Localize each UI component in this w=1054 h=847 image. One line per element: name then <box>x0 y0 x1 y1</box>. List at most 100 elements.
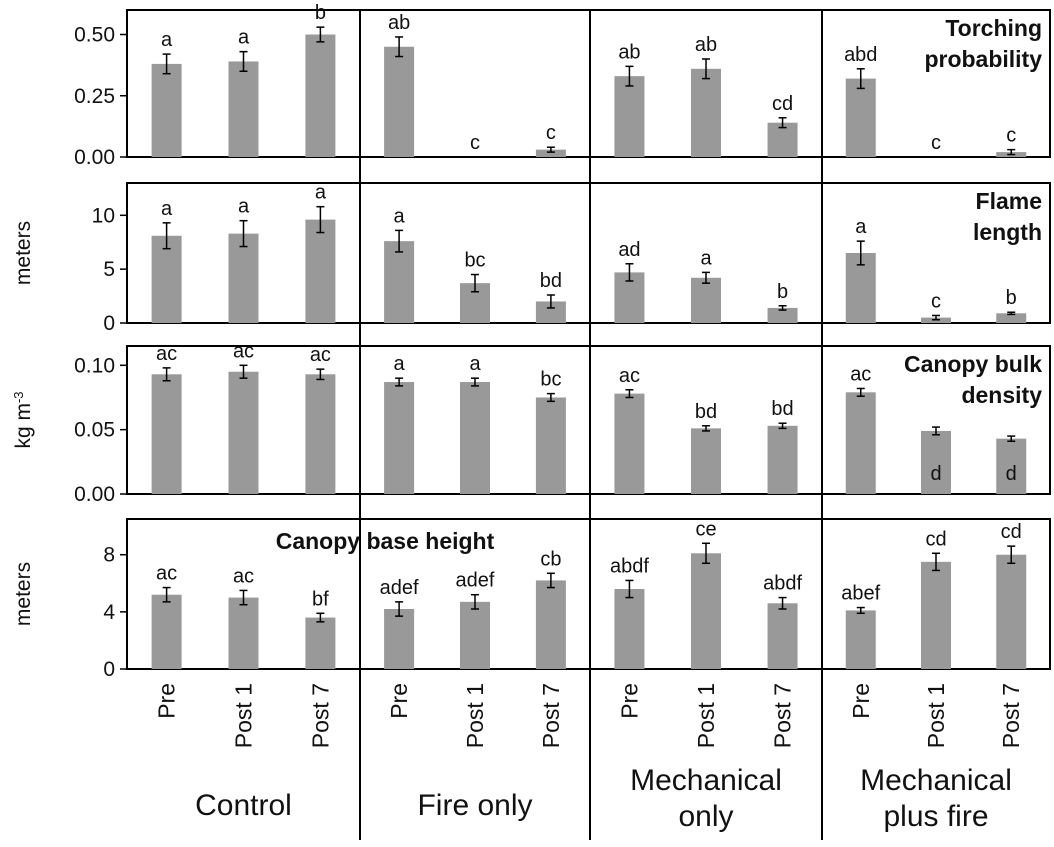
significance-label: c <box>546 122 556 144</box>
panel-frame <box>126 9 1051 158</box>
significance-label: c <box>1006 125 1016 147</box>
category-label: Post 1 <box>231 683 257 748</box>
y-axis-label: kg m-3 <box>11 391 36 448</box>
significance-label: ab <box>695 34 717 56</box>
bar <box>384 46 415 157</box>
group-label: Control <box>195 789 292 822</box>
significance-label: abdf <box>763 573 802 595</box>
significance-label: b <box>315 2 326 24</box>
bar <box>845 392 876 494</box>
bar <box>228 597 259 669</box>
significance-label: cd <box>1001 521 1022 543</box>
bar <box>614 76 645 157</box>
significance-label: ab <box>388 12 410 34</box>
y-tick-label: 10 <box>92 204 115 227</box>
category-label: Post 1 <box>923 683 949 748</box>
significance-label: bd <box>695 401 717 423</box>
panel-title: density <box>961 382 1042 408</box>
significance-label: ac <box>233 340 254 362</box>
bar <box>228 371 259 494</box>
significance-label: ac <box>233 565 254 587</box>
y-tick-label: 5 <box>103 258 115 281</box>
y-axis-label-sup: -3 <box>11 391 26 403</box>
significance-label: b <box>777 281 788 303</box>
significance-label: a <box>394 205 406 227</box>
significance-label: abef <box>841 583 880 605</box>
category-label: Post 7 <box>538 683 564 748</box>
bar <box>460 601 490 669</box>
bar <box>996 438 1027 494</box>
y-tick-label: 8 <box>103 544 115 567</box>
significance-label: adef <box>456 570 495 592</box>
bar <box>228 61 259 158</box>
y-tick-label: 0.50 <box>74 24 115 47</box>
bar <box>614 393 645 494</box>
significance-label: ac <box>156 563 177 585</box>
category-label: Pre <box>616 683 642 719</box>
panel-frame <box>126 345 1051 495</box>
significance-label: d <box>1006 463 1017 485</box>
bar <box>535 149 566 157</box>
significance-label: ad <box>618 239 640 261</box>
category-label: Post 7 <box>770 683 796 748</box>
significance-label: bf <box>312 588 329 610</box>
significance-label: ce <box>695 518 716 540</box>
significance-label: d <box>930 463 941 485</box>
bar <box>151 594 182 669</box>
bar <box>691 553 721 669</box>
group-label: only <box>678 800 733 833</box>
significance-label: ac <box>310 344 331 366</box>
bar <box>460 382 490 494</box>
y-tick-label: 0.25 <box>74 85 115 108</box>
bar <box>767 307 798 323</box>
group-label: Fire only <box>417 789 532 822</box>
significance-label: bc <box>464 250 485 272</box>
bar <box>305 34 336 157</box>
significance-label: ac <box>850 363 871 385</box>
bar <box>384 382 415 494</box>
y-tick-label: 0.00 <box>74 483 115 506</box>
bar <box>614 589 645 669</box>
bar <box>228 233 259 323</box>
panel-title: Canopy bulk <box>904 351 1042 377</box>
bar <box>767 603 798 669</box>
bar <box>996 313 1027 323</box>
panel-title: length <box>973 219 1042 245</box>
bar <box>384 241 415 323</box>
panel-frame <box>126 182 1051 324</box>
y-tick-label: 0 <box>103 312 115 335</box>
category-label: Pre <box>154 683 180 719</box>
category-label: Post 1 <box>462 683 488 748</box>
significance-label: bd <box>540 270 562 292</box>
category-label: Post 7 <box>998 683 1024 748</box>
y-tick-label: 0.10 <box>74 354 115 377</box>
significance-label: ab <box>618 41 640 63</box>
significance-label: cd <box>772 93 793 115</box>
bar <box>767 122 798 157</box>
group-label: Mechanical <box>630 764 782 797</box>
significance-label: a <box>238 196 250 218</box>
bar <box>535 301 566 323</box>
bar <box>691 428 721 494</box>
significance-label: ac <box>619 365 640 387</box>
group-label: Mechanical <box>860 764 1012 797</box>
bar <box>535 580 566 669</box>
panel-title: Canopy base height <box>276 528 495 554</box>
bar <box>996 554 1027 669</box>
panel-title: probability <box>924 46 1042 72</box>
significance-label: a <box>700 247 712 269</box>
bar <box>305 219 336 323</box>
significance-label: c <box>470 132 480 154</box>
bar <box>691 68 721 157</box>
significance-label: a <box>469 353 481 375</box>
significance-label: abd <box>844 44 877 66</box>
significance-label: a <box>161 29 173 51</box>
bar <box>845 78 876 157</box>
significance-label: adef <box>380 577 419 599</box>
bar <box>305 617 336 669</box>
category-label: Pre <box>386 683 412 719</box>
y-tick-label: 0.00 <box>74 146 115 169</box>
group-label: plus fire <box>883 800 988 833</box>
bar <box>305 374 336 494</box>
